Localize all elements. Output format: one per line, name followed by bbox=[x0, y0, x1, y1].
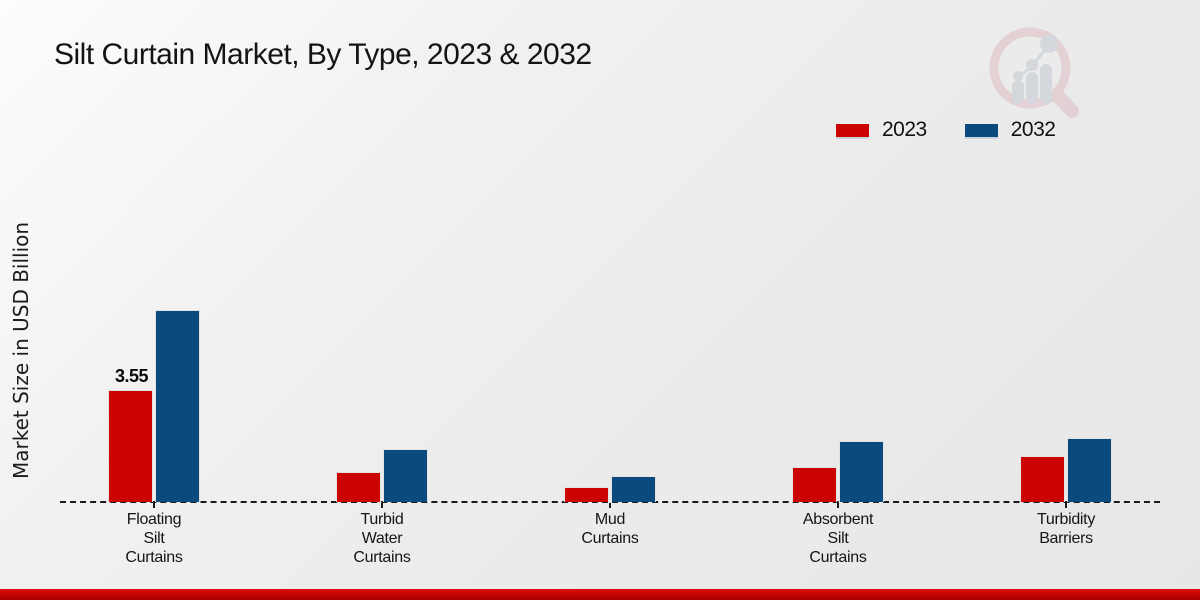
x-label-turbidity-barriers: Turbidity Barriers bbox=[1036, 511, 1096, 547]
logo-bar-medium-icon bbox=[1026, 72, 1038, 104]
axis-tick-turbidity-barriers bbox=[1065, 503, 1067, 508]
bar-2023-turbid-water-curtains bbox=[336, 472, 381, 502]
bar-2032-mud-curtains bbox=[611, 476, 656, 502]
logo-dot-large-icon bbox=[1040, 35, 1058, 53]
market-research-logo-watermark bbox=[989, 27, 1079, 118]
bar-2032-absorbent-silt-curtains bbox=[839, 441, 884, 502]
bar-2023-turbidity-barriers bbox=[1020, 456, 1065, 502]
logo-dot-medium-icon bbox=[1026, 59, 1038, 71]
bar-value-label: 3.55 bbox=[114, 366, 149, 386]
footer-red-strip bbox=[0, 589, 1200, 600]
legend-swatch-2032 bbox=[964, 123, 998, 137]
legend-item-2023: 2023 bbox=[836, 118, 927, 142]
logo-dot-small-icon bbox=[1013, 71, 1023, 81]
plot-area: 3.55 bbox=[60, 150, 1160, 508]
x-label-floating-silt-curtains: Floating Silt Curtains bbox=[125, 511, 183, 566]
bar-2032-turbid-water-curtains bbox=[383, 449, 428, 502]
bar-2023-mud-curtains bbox=[564, 487, 609, 502]
axis-tick-mud-curtains bbox=[609, 503, 611, 508]
axis-tick-floating-silt-curtains bbox=[153, 503, 155, 508]
legend-swatch-2023 bbox=[836, 123, 869, 137]
bar-2032-floating-silt-curtains bbox=[155, 310, 200, 502]
magnifier-ring-icon bbox=[989, 27, 1071, 109]
logo-bar-large-icon bbox=[1040, 64, 1052, 104]
axis-tick-turbid-water-curtains bbox=[381, 503, 383, 508]
magnifier-handle-icon bbox=[1050, 88, 1079, 118]
legend-label-2032: 2032 bbox=[1010, 118, 1056, 141]
logo-bar-small-icon bbox=[1012, 80, 1024, 104]
legend-label-2023: 2023 bbox=[882, 118, 927, 141]
x-label-absorbent-silt-curtains: Absorbent Silt Curtains bbox=[802, 511, 874, 566]
legend: 2023 2032 bbox=[836, 118, 1056, 142]
bar-2023-absorbent-silt-curtains bbox=[792, 467, 837, 502]
axis-tick-absorbent-silt-curtains bbox=[837, 503, 839, 508]
bar-2023-floating-silt-curtains bbox=[108, 390, 153, 502]
x-axis-baseline bbox=[60, 501, 1160, 503]
y-axis-title: Market Size in USD Billion bbox=[9, 221, 33, 479]
chart-title: Silt Curtain Market, By Type, 2023 & 203… bbox=[54, 38, 592, 71]
bar-2032-turbidity-barriers bbox=[1067, 438, 1112, 502]
x-label-turbid-water-curtains: Turbid Water Curtains bbox=[353, 511, 411, 566]
x-label-mud-curtains: Mud Curtains bbox=[581, 511, 639, 547]
legend-item-2032: 2032 bbox=[964, 118, 1056, 142]
